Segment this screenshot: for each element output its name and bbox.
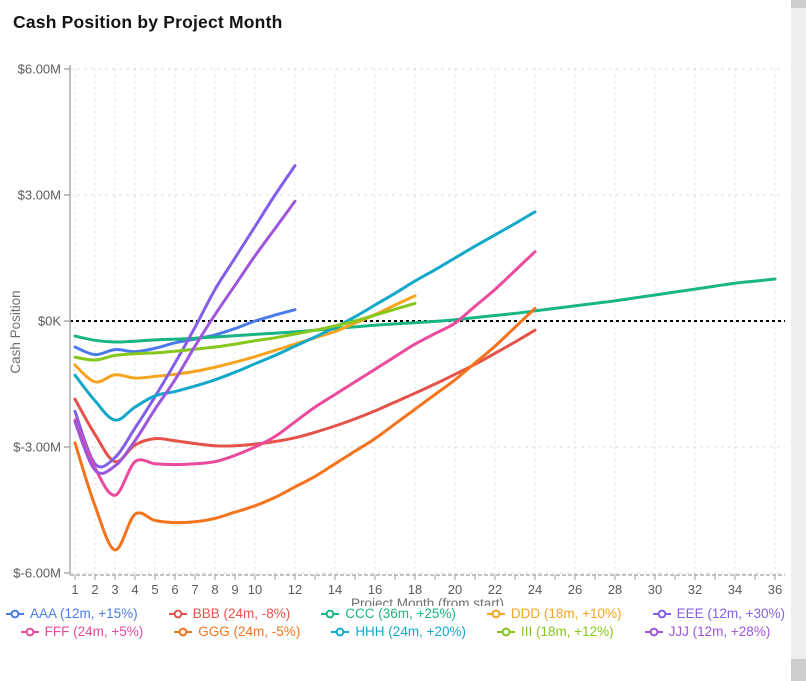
y-axis-title: Cash Position bbox=[8, 290, 23, 373]
x-tick-label: 26 bbox=[568, 582, 582, 597]
legend-marker-icon bbox=[174, 627, 193, 636]
legend-item-GGG[interactable]: GGG (24m, -5%) bbox=[173, 624, 300, 639]
series-line-HHH bbox=[73, 210, 537, 422]
legend-marker-icon bbox=[168, 609, 187, 618]
legend-item-III[interactable]: III (18m, +12%) bbox=[496, 624, 614, 639]
x-tick-label: 1 bbox=[71, 582, 78, 597]
x-tick-label: 16 bbox=[368, 582, 382, 597]
x-tick-label: 22 bbox=[488, 582, 502, 597]
series-line-BBB bbox=[73, 328, 537, 464]
legend-label: III (18m, +12%) bbox=[520, 624, 614, 639]
legend-label: DDD (18m, +10%) bbox=[510, 606, 622, 621]
legend-item-CCC[interactable]: CCC (36m, +25%) bbox=[320, 606, 456, 621]
x-tick-label: 34 bbox=[728, 582, 742, 597]
legend-marker-icon bbox=[331, 627, 350, 636]
x-tick-label: 9 bbox=[231, 582, 238, 597]
x-tick-label: 7 bbox=[191, 582, 198, 597]
legend-marker-icon bbox=[486, 609, 505, 618]
legend-marker-icon bbox=[652, 609, 671, 618]
legend-marker-icon bbox=[644, 627, 663, 636]
legend-row: FFF (24m, +5%) GGG (24m, -5%) HHH (24m, +2… bbox=[20, 624, 771, 639]
legend-label: HHH (24m, +20%) bbox=[355, 624, 466, 639]
y-tick-label: $3.00M bbox=[18, 188, 61, 203]
legend-label: CCC (36m, +25%) bbox=[345, 606, 456, 621]
x-tick-label: 10 bbox=[248, 582, 262, 597]
x-tick-label: 12 bbox=[288, 582, 302, 597]
chart-legend: AAA (12m, +15%) BBB (24m, -8%) CCC (36m, +… bbox=[0, 606, 790, 639]
y-tick-label: $0K bbox=[38, 314, 61, 329]
scrollbar-down-button[interactable] bbox=[791, 659, 806, 681]
legend-item-JJJ[interactable]: JJJ (12m, +28%) bbox=[644, 624, 771, 639]
legend-label: BBB (24m, -8%) bbox=[192, 606, 291, 621]
legend-label: GGG (24m, -5%) bbox=[198, 624, 301, 639]
legend-marker-icon bbox=[321, 609, 340, 618]
x-tick-label: 2 bbox=[91, 582, 98, 597]
series-line-EEE bbox=[73, 164, 297, 469]
x-axis-title: Project Month (from start) bbox=[351, 596, 504, 606]
x-tick-label: 24 bbox=[528, 582, 542, 597]
series-line-JJJ bbox=[73, 199, 297, 475]
legend-label: AAA (12m, +15%) bbox=[30, 606, 138, 621]
scrollbar[interactable] bbox=[791, 0, 806, 681]
x-tick-label: 5 bbox=[151, 582, 158, 597]
legend-item-FFF[interactable]: FFF (24m, +5%) bbox=[20, 624, 144, 639]
legend-marker-icon bbox=[6, 609, 24, 618]
y-tick-label: $-3.00M bbox=[13, 440, 61, 455]
x-tick-label: 28 bbox=[608, 582, 622, 597]
y-tick-label: $6.00M bbox=[18, 62, 61, 77]
x-tick-label: 8 bbox=[211, 582, 218, 597]
legend-label: JJJ (12m, +28%) bbox=[668, 624, 771, 639]
legend-marker-icon bbox=[496, 627, 515, 636]
series-line-AAA bbox=[73, 308, 297, 357]
x-tick-label: 30 bbox=[648, 582, 662, 597]
legend-label: EEE (12m, +30%) bbox=[676, 606, 785, 621]
series-line-GGG bbox=[73, 306, 537, 552]
x-tick-label: 6 bbox=[171, 582, 178, 597]
legend-marker-icon bbox=[20, 627, 39, 636]
chart-title: Cash Position by Project Month bbox=[13, 12, 283, 32]
legend-item-BBB[interactable]: BBB (24m, -8%) bbox=[168, 606, 291, 621]
legend-item-DDD[interactable]: DDD (18m, +10%) bbox=[486, 606, 622, 621]
x-tick-label: 32 bbox=[688, 582, 702, 597]
x-tick-label: 36 bbox=[768, 582, 782, 597]
x-tick-label: 14 bbox=[328, 582, 342, 597]
legend-item-AAA[interactable]: AAA (12m, +15%) bbox=[5, 606, 138, 621]
series-line-CCC bbox=[73, 277, 777, 344]
scrollbar-up-button[interactable] bbox=[791, 0, 806, 8]
x-tick-label: 4 bbox=[131, 582, 138, 597]
series-line-FFF bbox=[73, 250, 537, 497]
x-tick-label: 3 bbox=[111, 582, 118, 597]
legend-row: AAA (12m, +15%) BBB (24m, -8%) CCC (36m, +… bbox=[5, 606, 785, 621]
legend-item-HHH[interactable]: HHH (24m, +20%) bbox=[330, 624, 466, 639]
x-tick-label: 18 bbox=[408, 582, 422, 597]
legend-label: FFF (24m, +5%) bbox=[44, 624, 144, 639]
legend-item-EEE[interactable]: EEE (12m, +30%) bbox=[652, 606, 785, 621]
x-tick-label: 20 bbox=[448, 582, 462, 597]
y-tick-label: $-6.00M bbox=[13, 566, 61, 581]
series-line-III bbox=[73, 301, 417, 362]
series-line-DDD bbox=[73, 294, 417, 384]
